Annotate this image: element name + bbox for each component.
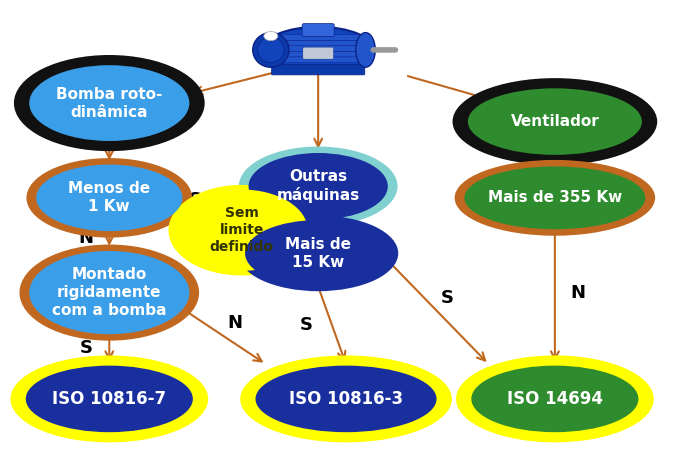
Ellipse shape xyxy=(238,215,398,291)
Text: Mais de
15 Kw: Mais de 15 Kw xyxy=(285,237,351,270)
Text: Outras
máquinas: Outras máquinas xyxy=(277,169,360,203)
Ellipse shape xyxy=(10,355,208,442)
Ellipse shape xyxy=(239,146,398,226)
Text: Ventilador: Ventilador xyxy=(510,114,599,129)
Ellipse shape xyxy=(258,37,284,63)
Ellipse shape xyxy=(20,245,199,341)
Ellipse shape xyxy=(29,65,189,141)
Ellipse shape xyxy=(356,33,375,67)
Text: Montado
rigidamente
com a bomba: Montado rigidamente com a bomba xyxy=(52,267,166,318)
Circle shape xyxy=(264,32,278,40)
FancyBboxPatch shape xyxy=(271,35,365,40)
FancyBboxPatch shape xyxy=(271,40,365,46)
Ellipse shape xyxy=(262,27,374,73)
Text: N: N xyxy=(79,229,94,247)
Ellipse shape xyxy=(253,33,289,67)
Text: ISO 14694: ISO 14694 xyxy=(507,390,603,408)
Ellipse shape xyxy=(240,355,452,442)
Text: Mais de 355 Kw: Mais de 355 Kw xyxy=(488,190,622,206)
Ellipse shape xyxy=(26,365,193,432)
Ellipse shape xyxy=(249,153,388,219)
FancyBboxPatch shape xyxy=(271,57,365,62)
Ellipse shape xyxy=(29,251,189,334)
Text: S: S xyxy=(300,316,313,334)
Text: S: S xyxy=(189,191,201,209)
FancyBboxPatch shape xyxy=(271,65,365,75)
Text: S: S xyxy=(80,339,93,357)
Text: Menos de
1 Kw: Menos de 1 Kw xyxy=(69,181,150,214)
FancyBboxPatch shape xyxy=(271,46,365,51)
Text: S: S xyxy=(440,289,454,307)
Text: ISO 10816-7: ISO 10816-7 xyxy=(52,390,166,408)
Ellipse shape xyxy=(36,165,182,231)
Text: ISO 10816-3: ISO 10816-3 xyxy=(289,390,403,408)
Ellipse shape xyxy=(454,160,655,236)
Ellipse shape xyxy=(468,88,642,155)
Ellipse shape xyxy=(256,365,437,432)
Ellipse shape xyxy=(471,365,638,432)
Ellipse shape xyxy=(456,355,654,442)
FancyBboxPatch shape xyxy=(303,47,333,59)
Text: Sem
limite
definido: Sem limite definido xyxy=(210,206,273,254)
FancyBboxPatch shape xyxy=(271,51,365,57)
Text: N: N xyxy=(570,284,585,302)
Text: N: N xyxy=(292,227,307,245)
Ellipse shape xyxy=(175,190,308,271)
Text: Bomba roto-
dinâmica: Bomba roto- dinâmica xyxy=(56,86,162,120)
Ellipse shape xyxy=(27,158,192,238)
Text: N: N xyxy=(227,313,242,332)
Ellipse shape xyxy=(464,166,645,229)
Ellipse shape xyxy=(245,220,391,286)
FancyBboxPatch shape xyxy=(302,24,334,37)
Ellipse shape xyxy=(168,185,315,275)
Ellipse shape xyxy=(14,55,205,151)
Ellipse shape xyxy=(452,78,657,165)
